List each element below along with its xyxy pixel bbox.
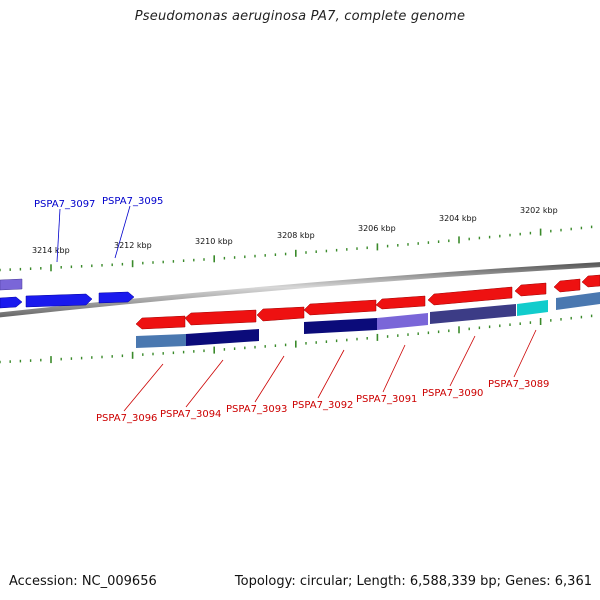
gene-label[interactable]: PSPA7_3092 — [292, 400, 353, 411]
scale-label: 3212 kbp — [114, 241, 152, 250]
gene-forward[interactable] — [0, 278, 23, 291]
scale-labels: 3214 kbp 3212 kbp 3210 kbp 3208 kbp 3206… — [32, 206, 558, 255]
gene-label[interactable]: PSPA7_3095 — [102, 196, 163, 207]
leader-line — [185, 359, 224, 408]
map-title: Pseudomonas aeruginosa PA7, complete gen… — [134, 9, 466, 24]
gene-reverse[interactable] — [184, 309, 257, 326]
leader-line — [123, 363, 164, 412]
genome-summary-text: Topology: circular; Length: 6,588,339 bp… — [234, 574, 592, 589]
scale-label: 3214 kbp — [32, 246, 70, 255]
category-bar — [377, 313, 428, 330]
gene-label[interactable]: PSPA7_3091 — [356, 394, 417, 405]
gene-labels: PSPA7_3097 PSPA7_3095 PSPA7_3096 PSPA7_3… — [34, 196, 549, 424]
outer-tick-row — [0, 225, 593, 272]
leader-line — [56, 208, 61, 263]
accession-text: Accession: NC_009656 — [9, 574, 157, 589]
gene-label[interactable]: PSPA7_3096 — [96, 413, 157, 424]
scale-label: 3204 kbp — [439, 214, 477, 223]
gene-label[interactable]: PSPA7_3097 — [34, 199, 95, 210]
category-bars — [136, 292, 600, 348]
leader-lines — [56, 205, 537, 412]
gene-reverse[interactable] — [581, 274, 600, 288]
scale-label: 3210 kbp — [195, 237, 233, 246]
gene-label[interactable]: PSPA7_3090 — [422, 388, 483, 399]
gene-forward[interactable] — [98, 291, 135, 304]
gene-reverse[interactable] — [256, 306, 305, 322]
gene-reverse[interactable] — [135, 315, 186, 330]
category-bar — [186, 329, 259, 346]
gene-label[interactable]: PSPA7_3094 — [160, 409, 221, 420]
gene-reverse[interactable] — [427, 286, 513, 306]
scale-label: 3208 kbp — [277, 231, 315, 240]
gene-forward[interactable] — [25, 293, 93, 308]
gene-reverse[interactable] — [375, 295, 426, 310]
inner-tick-row — [0, 314, 593, 364]
leader-line — [382, 344, 406, 393]
category-bar — [430, 304, 516, 324]
leader-line — [254, 355, 285, 403]
leader-line — [317, 349, 345, 399]
category-bar — [304, 318, 377, 334]
gene-label[interactable]: PSPA7_3089 — [488, 379, 549, 390]
gene-reverse[interactable] — [553, 278, 581, 293]
leader-line — [114, 205, 131, 259]
genome-backbone — [0, 262, 600, 318]
gene-label[interactable]: PSPA7_3093 — [226, 404, 287, 415]
scale-label: 3202 kbp — [520, 206, 558, 215]
gene-reverse[interactable] — [514, 282, 547, 297]
forward-genes — [0, 278, 135, 309]
scale-label: 3206 kbp — [358, 224, 396, 233]
reverse-genes — [135, 274, 600, 330]
category-bar — [517, 300, 548, 316]
gene-forward[interactable] — [0, 296, 23, 309]
category-bar — [556, 292, 600, 310]
leader-line — [449, 335, 476, 387]
gene-reverse[interactable] — [303, 299, 377, 316]
leader-line — [513, 329, 537, 378]
category-bar — [136, 334, 186, 348]
